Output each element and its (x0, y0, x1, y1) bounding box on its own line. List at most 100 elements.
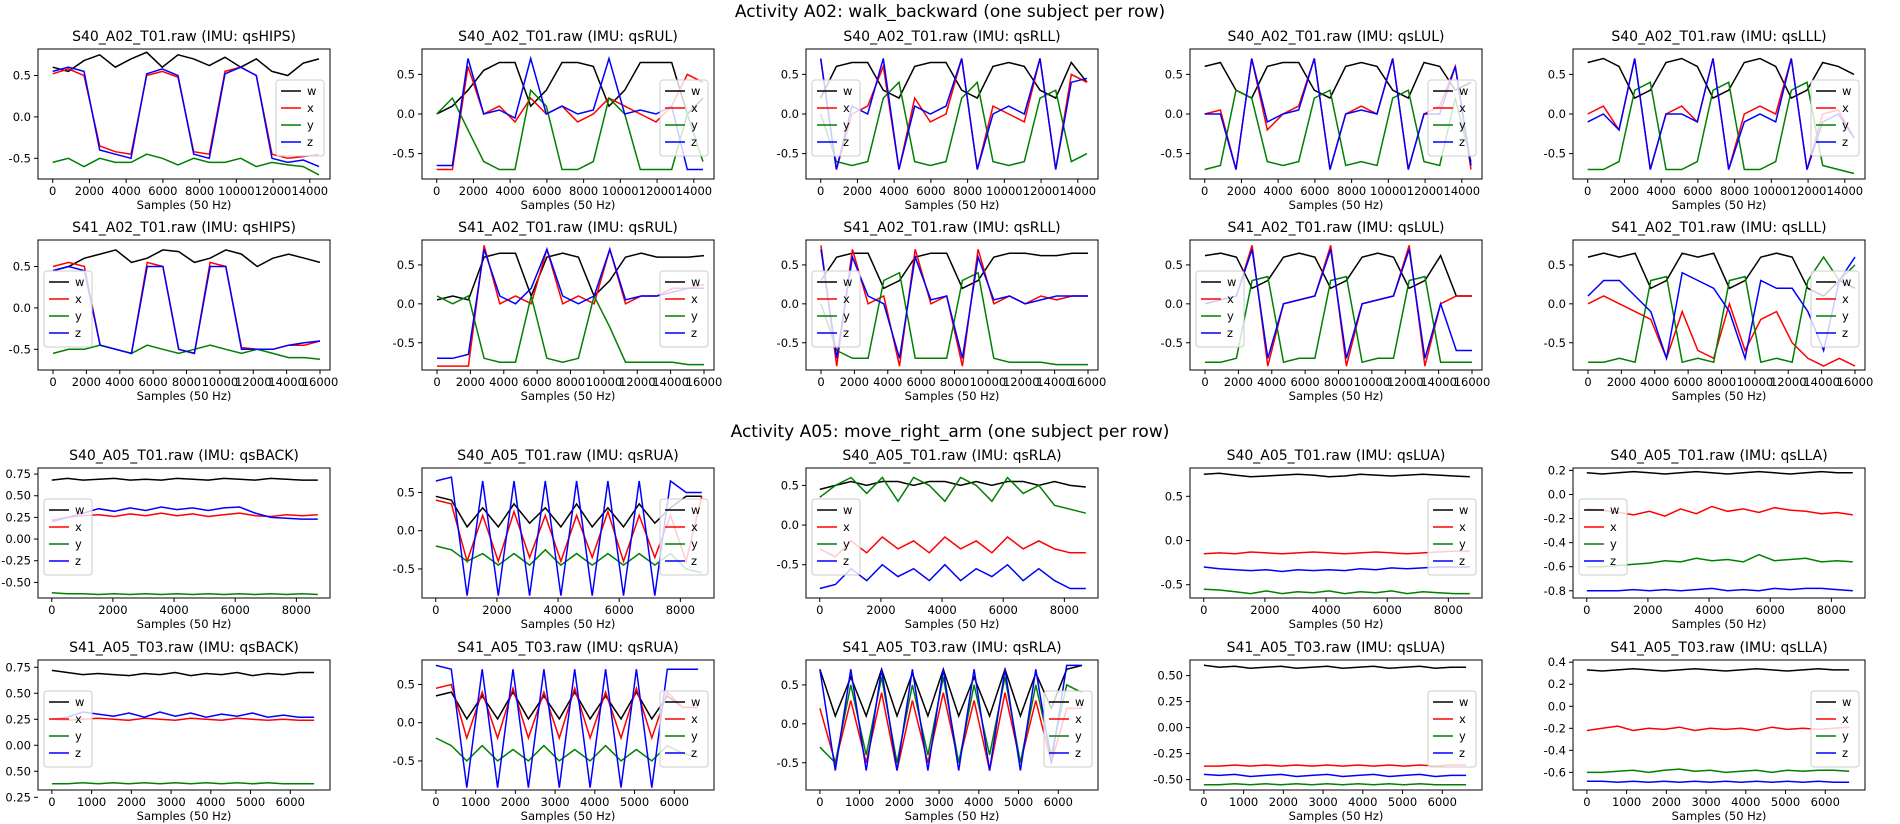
x-tick-label: 14000 (292, 184, 329, 198)
x-tick-label: 3000 (540, 795, 569, 809)
x-tick-label: 16000 (1454, 375, 1491, 389)
y-tick-label: 0.0 (1548, 107, 1566, 121)
x-tick-label: 6000 (148, 184, 177, 198)
x-tick-label: 1000 (461, 795, 490, 809)
legend-box (811, 270, 861, 348)
x-axis-label: Samples (50 Hz) (905, 809, 1000, 823)
x-tick-label: 6000 (1673, 375, 1702, 389)
y-tick-label: -0.5 (1544, 336, 1566, 350)
y-tick-label: 0.0 (1165, 297, 1183, 311)
x-tick-label: 4000 (1311, 603, 1340, 617)
series-line-z (819, 58, 1088, 170)
y-tick-label: 0.50 (5, 489, 31, 503)
x-tick-label: 2000 (1607, 375, 1636, 389)
x-tick-label: 6000 (1428, 795, 1457, 809)
y-tick-label: 0.5 (13, 259, 31, 273)
y-tick-label: 0.5 (397, 485, 415, 499)
x-tick-label: 10000 (1753, 184, 1790, 198)
legend-label-x: x (75, 292, 82, 306)
x-axis-label: Samples (50 Hz) (521, 617, 616, 631)
legend-label-z: z (1075, 746, 1081, 760)
legend-label-x: x (307, 101, 314, 115)
x-tick-label: 0 (433, 375, 440, 389)
x-tick-label: 4000 (496, 184, 525, 198)
y-tick-label: -0.5 (393, 147, 415, 161)
x-tick-label: 8000 (666, 603, 695, 617)
y-tick-label: 0.0 (397, 716, 415, 730)
x-tick-label: 6000 (989, 603, 1018, 617)
x-axis-label: Samples (50 Hz) (905, 617, 1000, 631)
subplot-title: S41_A02_T01.raw (IMU: qsHIPS) (72, 220, 296, 236)
legend-label-y: y (691, 118, 698, 132)
x-tick-label: 6000 (1044, 795, 1073, 809)
subplot: S40_A05_T01.raw (IMU: qsLLA) 0 2000 4000 600… (1544, 448, 1866, 631)
y-tick-label: -0.50 (1, 575, 31, 589)
series-line-y (1203, 783, 1467, 786)
y-tick-label: 0.5 (397, 258, 415, 272)
subplot: S41_A02_T01.raw (IMU: qsHIPS) 0 2000 4000 60… (9, 220, 339, 403)
series-line-z (51, 711, 315, 721)
x-tick-label: 2000 (1652, 795, 1681, 809)
x-tick-label: 4000 (1647, 184, 1676, 198)
x-tick-label: 10000 (970, 375, 1007, 389)
x-tick-label: 12000 (1003, 375, 1040, 389)
series-line-z (819, 563, 1086, 590)
legend-box (659, 270, 709, 348)
x-tick-label: 0 (817, 375, 824, 389)
series-line-y (1205, 275, 1472, 364)
series-line-z (51, 506, 318, 523)
x-tick-label: 8000 (569, 184, 598, 198)
x-tick-label: 6000 (1756, 603, 1785, 617)
legend-label-y: y (691, 309, 698, 323)
x-tick-label: 0 (816, 795, 823, 809)
legend-label-y: y (75, 537, 82, 551)
axes-frame (1572, 239, 1866, 371)
legend-label-z: z (307, 135, 313, 149)
legend-label-x: x (1459, 520, 1466, 534)
axes-frame (1189, 467, 1483, 599)
x-axis-label: Samples (50 Hz) (905, 198, 1000, 212)
subplot: S40_A05_T01.raw (IMU: qsRUA) 0 2000 4000 600… (393, 448, 715, 631)
x-tick-label: 8000 (185, 184, 214, 198)
axes-frame (37, 48, 331, 180)
x-tick-label: 6000 (221, 603, 250, 617)
legend-box (1427, 690, 1477, 768)
x-tick-label: 14000 (652, 375, 689, 389)
series-line-x (51, 717, 315, 722)
x-tick-label: 10000 (1737, 375, 1774, 389)
legend-label-y: y (843, 118, 850, 132)
series-line-z (819, 664, 1083, 771)
x-tick-label: 8000 (556, 375, 585, 389)
legend-label-z: z (691, 554, 697, 568)
y-tick-label: 0.75 (5, 660, 31, 674)
x-tick-label: 1000 (1612, 795, 1641, 809)
y-tick-label: 0.5 (781, 678, 799, 692)
legend-label-w: w (843, 84, 852, 98)
y-tick-label: 0.0 (1548, 487, 1566, 501)
y-tick-label: 0.00 (5, 738, 31, 752)
y-tick-label: 0.0 (13, 110, 31, 124)
x-tick-label: 2000 (501, 795, 530, 809)
series-line-y (1586, 553, 1853, 568)
x-tick-label: 14000 (1827, 184, 1864, 198)
series-line-x (435, 683, 699, 741)
series-line-z (436, 55, 703, 171)
y-tick-label: 0.50 (1157, 669, 1183, 683)
y-tick-label: -0.25 (1, 554, 31, 568)
x-tick-label: 6000 (138, 375, 167, 389)
legend-label-z: z (691, 746, 697, 760)
subplot-title: S41_A02_T01.raw (IMU: qsRLL) (843, 220, 1060, 236)
x-tick-label: 10000 (602, 184, 639, 198)
series-line-w (1586, 470, 1853, 475)
x-tick-label: 3000 (1308, 795, 1337, 809)
x-axis-label: Samples (50 Hz) (137, 809, 232, 823)
legend-label-w: w (843, 503, 852, 517)
x-tick-label: 12000 (1770, 375, 1807, 389)
series-line-w (820, 252, 1088, 290)
x-tick-label: 4000 (1731, 795, 1760, 809)
y-tick-label: -0.5 (393, 336, 415, 350)
legend-box (659, 690, 709, 768)
series-line-x (1203, 550, 1470, 555)
